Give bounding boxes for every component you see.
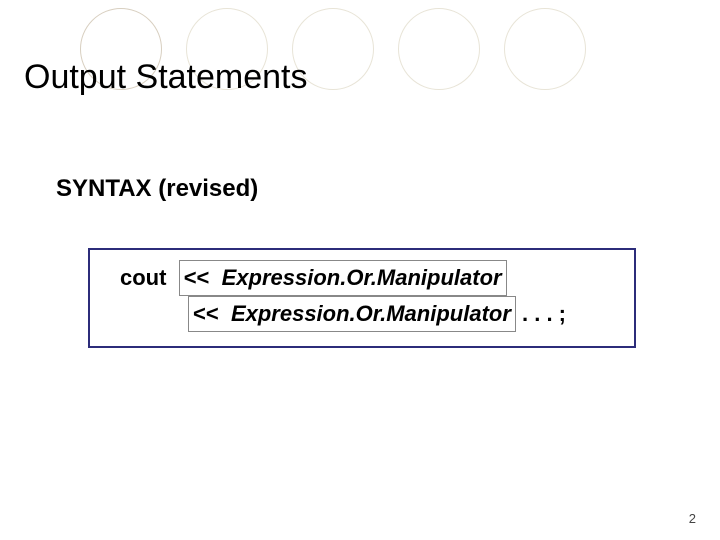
page-number: 2 (689, 511, 696, 526)
expression-1: Expression.Or.Manipulator (222, 265, 502, 290)
syntax-line-1: cout << Expression.Or.Manipulator (120, 260, 622, 296)
page-title: Output Statements (24, 58, 308, 97)
syntax-line-2: << Expression.Or.Manipulator . . . ; (120, 296, 622, 332)
syntax-box: cout << Expression.Or.Manipulator << Exp… (88, 248, 636, 348)
operator-text-1: << (184, 265, 210, 290)
circle-5 (504, 8, 586, 90)
syntax-heading: SYNTAX (revised) (56, 175, 258, 203)
insertion-operator-1: << Expression.Or.Manipulator (179, 260, 507, 296)
operator-text-2: << (193, 301, 219, 326)
cout-keyword: cout (120, 265, 166, 290)
insertion-operator-2: << Expression.Or.Manipulator (188, 296, 516, 332)
circle-4 (398, 8, 480, 90)
syntax-tail: . . . ; (516, 301, 566, 326)
expression-2: Expression.Or.Manipulator (231, 301, 511, 326)
